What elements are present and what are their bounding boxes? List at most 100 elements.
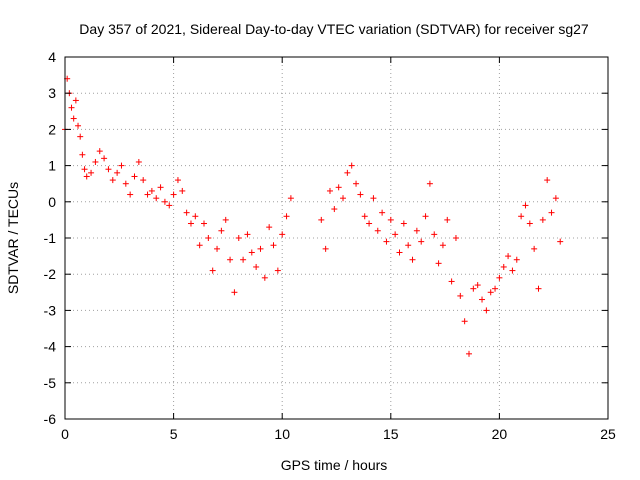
data-point: [552, 195, 559, 202]
data-point: [492, 285, 499, 292]
data-point: [77, 133, 84, 140]
data-point: [526, 220, 533, 227]
data-point: [357, 191, 364, 198]
data-point: [405, 242, 412, 249]
data-point: [409, 256, 416, 263]
plot-frame: [64, 56, 609, 420]
data-point: [505, 253, 512, 260]
data-point: [344, 169, 351, 176]
y-axis-label: SDTVAR / TECUs: [5, 182, 21, 294]
data-point: [218, 227, 225, 234]
data-point: [387, 216, 394, 223]
data-point: [518, 213, 525, 220]
data-point: [426, 180, 433, 187]
data-point: [114, 169, 121, 176]
data-point: [287, 195, 294, 202]
data-point: [531, 245, 538, 252]
data-point: [192, 213, 199, 220]
data-point: [240, 256, 247, 263]
data-point: [396, 249, 403, 256]
data-point: [448, 278, 455, 285]
data-point: [283, 213, 290, 220]
data-point: [422, 213, 429, 220]
data-point: [214, 245, 221, 252]
y-tick-label: -5: [44, 375, 57, 391]
data-point: [279, 231, 286, 238]
y-tick-label: 1: [48, 158, 56, 174]
data-point: [457, 292, 464, 299]
data-point: [183, 209, 190, 216]
data-point: [379, 209, 386, 216]
data-point: [196, 242, 203, 249]
data-point: [140, 177, 147, 184]
data-point: [209, 267, 216, 274]
x-tick-label: 5: [170, 426, 178, 442]
y-tick-label: -4: [44, 339, 57, 355]
axis-ticks: 0 5 10 15 20 25 -6 -5 -4 -3 -2 -1 0 1 2 3 4: [44, 49, 616, 442]
data-point: [244, 231, 251, 238]
y-tick-label: -6: [44, 411, 57, 427]
data-point: [72, 97, 79, 104]
data-point: [322, 245, 329, 252]
data-point: [253, 263, 260, 270]
x-tick-label: 0: [61, 426, 69, 442]
chart-title: Day 357 of 2021, Sidereal Day-to-day VTE…: [79, 21, 589, 37]
data-point: [127, 191, 134, 198]
data-point: [266, 224, 273, 231]
y-tick-label: 0: [48, 194, 56, 210]
data-point: [201, 220, 208, 227]
data-point: [413, 227, 420, 234]
data-point: [122, 180, 129, 187]
data-point: [157, 184, 164, 191]
x-tick-label: 15: [383, 426, 399, 442]
data-point: [361, 213, 368, 220]
data-point: [535, 285, 542, 292]
y-tick-label: -2: [44, 266, 57, 282]
data-point: [131, 173, 138, 180]
data-points: [62, 75, 564, 357]
data-point: [227, 256, 234, 263]
data-point: [452, 235, 459, 241]
data-point: [92, 158, 99, 165]
data-point: [496, 274, 503, 281]
data-point: [544, 177, 551, 184]
data-point: [522, 202, 529, 209]
data-point: [474, 282, 481, 289]
data-point: [513, 256, 520, 263]
data-point: [465, 350, 472, 357]
data-point: [353, 180, 360, 187]
data-point: [109, 177, 116, 184]
data-point: [161, 198, 168, 205]
data-point: [144, 191, 151, 198]
data-point: [187, 220, 194, 227]
data-point: [83, 173, 90, 180]
data-point: [539, 216, 546, 223]
data-point: [70, 115, 77, 122]
x-tick-label: 25: [600, 426, 616, 442]
data-point: [340, 195, 347, 202]
y-tick-label: -3: [44, 302, 57, 318]
data-point: [435, 260, 442, 267]
data-point: [326, 187, 333, 194]
x-tick-label: 20: [492, 426, 508, 442]
data-point: [222, 216, 229, 223]
x-axis-label: GPS time / hours: [281, 457, 388, 473]
data-point: [470, 285, 477, 292]
data-point: [105, 166, 112, 173]
data-point: [483, 307, 490, 314]
data-point: [487, 289, 494, 296]
y-tick-label: 2: [48, 121, 56, 137]
data-point: [400, 220, 407, 227]
data-point: [205, 235, 212, 241]
data-point: [170, 191, 177, 198]
data-point: [81, 166, 88, 173]
data-point: [331, 206, 338, 213]
data-point: [392, 231, 399, 238]
data-point: [418, 238, 425, 245]
data-point: [261, 274, 268, 281]
y-tick-label: -1: [44, 230, 57, 246]
data-point: [79, 151, 86, 158]
data-point: [148, 187, 155, 194]
data-point: [174, 177, 181, 184]
